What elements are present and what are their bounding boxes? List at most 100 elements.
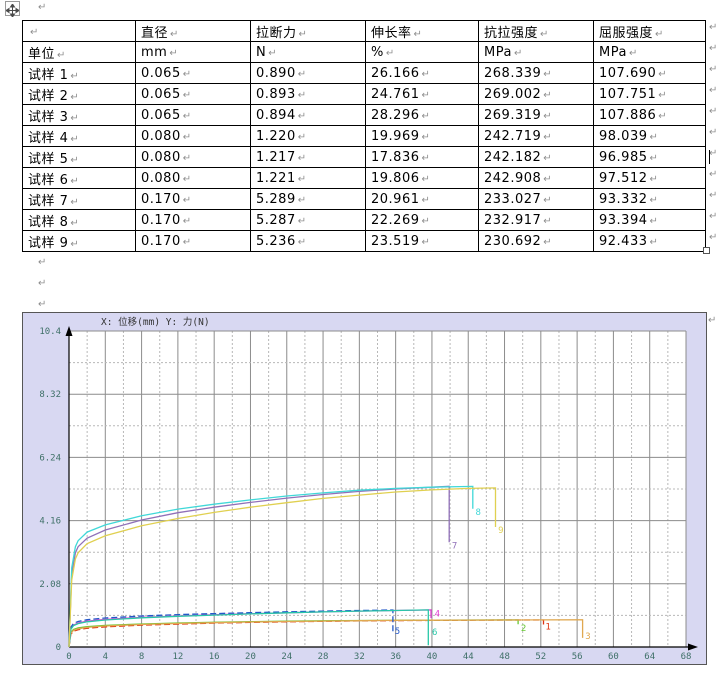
table-cell[interactable]: 试样 2 ↵ <box>22 83 136 105</box>
cell-end-mark: ↵ <box>297 173 307 185</box>
cell-end-mark: ↵ <box>182 131 192 143</box>
table-cell[interactable]: 230.692 ↵ <box>478 230 594 252</box>
table-cell[interactable]: 0.170 ↵ <box>135 230 251 252</box>
table-cell[interactable]: 97.512 ↵ <box>593 167 706 189</box>
table-cell[interactable]: 试样 4 ↵ <box>22 125 136 147</box>
table-cell[interactable]: 屈服强度 ↵ <box>593 20 706 42</box>
table-cell[interactable]: 1.217 ↵ <box>250 146 366 168</box>
table-cell[interactable]: MPa ↵ <box>593 41 706 63</box>
table-cell[interactable]: 直径 ↵ <box>135 20 251 42</box>
table-cell[interactable]: N ↵ <box>250 41 366 63</box>
table-cell[interactable]: 5.236 ↵ <box>250 230 366 252</box>
table-cell[interactable]: 0.065 ↵ <box>135 62 251 84</box>
x-tick-label: 36 <box>390 652 401 662</box>
table-cell[interactable]: 93.394 ↵ <box>593 209 706 231</box>
table-cell[interactable]: 单位 ↵ <box>22 41 136 63</box>
table-cell[interactable]: 98.039 ↵ <box>593 125 706 147</box>
results-table[interactable]: ↵ 直径 ↵ 拉断力 ↵ 伸长率 ↵ 抗拉强度 ↵ 屈服强度 ↵ 单位 ↵ mm ↵ N ↵% ↵ MPa ↵ MPa ↵… <box>22 20 706 252</box>
cell-end-mark: ↵ <box>169 47 178 59</box>
table-cell[interactable]: 28.296 ↵ <box>365 104 479 126</box>
table-cell[interactable]: 269.002 ↵ <box>478 83 594 105</box>
paragraph-mark: ↵ <box>709 106 718 117</box>
table-cell[interactable]: 17.836 ↵ <box>365 146 479 168</box>
four-direction-arrows-icon <box>5 3 20 18</box>
cell-end-mark: ↵ <box>297 131 307 143</box>
table-row: ↵ 直径 ↵ 拉断力 ↵ 伸长率 ↵ 抗拉强度 ↵ 屈服强度 ↵ <box>22 20 706 42</box>
table-cell[interactable]: 0.890 ↵ <box>250 62 366 84</box>
table-cell[interactable]: 242.908 ↵ <box>478 167 594 189</box>
table-cell[interactable]: % ↵ <box>365 41 479 63</box>
cell-text: 232.917 <box>484 212 542 228</box>
cell-end-mark: ↵ <box>182 236 192 248</box>
cell-end-mark: ↵ <box>543 152 552 164</box>
table-cell[interactable]: 试样 9 ↵ <box>22 230 136 252</box>
table-cell[interactable]: 20.961 ↵ <box>365 188 479 210</box>
table-cell[interactable]: 92.433 ↵ <box>593 230 706 252</box>
table-cell[interactable]: 242.182 ↵ <box>478 146 594 168</box>
curve-number-label: 9 <box>498 526 503 536</box>
table-cell[interactable]: 试样 3 ↵ <box>22 104 136 126</box>
table-cell[interactable]: 19.969 ↵ <box>365 125 479 147</box>
table-cell[interactable]: 伸长率 ↵ <box>365 20 479 42</box>
curve-number-label: 2 <box>521 624 526 634</box>
paragraph-mark: ↵ <box>709 43 718 54</box>
table-cell[interactable]: 96.985 ↵ <box>593 146 706 168</box>
table-cell[interactable]: 1.221 ↵ <box>250 167 366 189</box>
table-cell[interactable]: 93.332 ↵ <box>593 188 706 210</box>
x-tick-label: 12 <box>172 652 183 662</box>
table-cell[interactable]: 1.220 ↵ <box>250 125 366 147</box>
table-cell[interactable]: 试样 7 ↵ <box>22 188 136 210</box>
table-cell[interactable]: 抗拉强度 ↵ <box>478 20 594 42</box>
table-cell[interactable]: 242.719 ↵ <box>478 125 594 147</box>
table-cell[interactable]: 试样 8 ↵ <box>22 209 136 231</box>
table-cell[interactable]: 试样 1 ↵ <box>22 62 136 84</box>
table-cell[interactable]: 107.690 ↵ <box>593 62 706 84</box>
table-cell[interactable]: 232.917 ↵ <box>478 209 594 231</box>
table-cell[interactable]: 233.027 ↵ <box>478 188 594 210</box>
table-cell[interactable]: 107.751 ↵ <box>593 83 706 105</box>
table-cell[interactable]: 23.519 ↵ <box>365 230 479 252</box>
table-cell[interactable]: 0.080 ↵ <box>135 125 251 147</box>
cell-end-mark: ↵ <box>649 215 658 227</box>
table-cell[interactable]: 26.166 ↵ <box>365 62 479 84</box>
cell-end-mark: ↵ <box>543 215 552 227</box>
table-cell[interactable]: 0.170 ↵ <box>135 209 251 231</box>
cell-text: 20.961 <box>371 191 420 207</box>
table-cell[interactable]: 0.065 ↵ <box>135 83 251 105</box>
x-tick-label: 0 <box>66 652 71 662</box>
cell-text: 0.080 <box>141 128 181 144</box>
table-move-handle-icon[interactable] <box>5 1 20 18</box>
table-cell[interactable]: mm ↵ <box>135 41 251 63</box>
table-cell[interactable]: 0.080 ↵ <box>135 167 251 189</box>
force-displacement-chart[interactable]: X: 位移(mm) Y: 力(N)0 4 8 12 16 20 24 28 32 36 40 44 48… <box>22 312 707 665</box>
table-cell[interactable]: ↵ <box>22 20 136 42</box>
table-cell[interactable]: 0.080 ↵ <box>135 146 251 168</box>
cell-end-mark: ↵ <box>297 215 307 227</box>
cell-end-mark: ↵ <box>70 238 79 250</box>
cell-end-mark: ↵ <box>540 28 549 40</box>
cell-text: 230.692 <box>484 233 542 249</box>
table-cell[interactable]: 0.170 ↵ <box>135 188 251 210</box>
table-cell[interactable]: MPa ↵ <box>478 41 594 63</box>
table-cell[interactable]: 试样 5 ↵ <box>22 146 136 168</box>
cell-text: 试样 1 <box>28 67 69 83</box>
table-cell[interactable]: 269.319 ↵ <box>478 104 594 126</box>
table-cell[interactable]: 拉断力 ↵ <box>250 20 366 42</box>
table-cell[interactable]: 0.893 ↵ <box>250 83 366 105</box>
table-cell[interactable]: 268.339 ↵ <box>478 62 594 84</box>
table-cell[interactable]: 24.761 ↵ <box>365 83 479 105</box>
table-cell[interactable]: 0.894 ↵ <box>250 104 366 126</box>
table-cell[interactable]: 107.886 ↵ <box>593 104 706 126</box>
table-cell[interactable]: 试样 6 ↵ <box>22 167 136 189</box>
cell-end-mark: ↵ <box>297 68 307 80</box>
table-resize-handle[interactable] <box>703 247 710 254</box>
table-cell[interactable]: 22.269 ↵ <box>365 209 479 231</box>
x-tick-label: 16 <box>209 652 220 662</box>
curve-sample-6 <box>68 609 429 648</box>
table-cell[interactable]: 19.806 ↵ <box>365 167 479 189</box>
table-cell[interactable]: 5.287 ↵ <box>250 209 366 231</box>
cell-text: 试样 3 <box>28 109 69 125</box>
table-cell[interactable]: 5.289 ↵ <box>250 188 366 210</box>
table-cell[interactable]: 0.065 ↵ <box>135 104 251 126</box>
